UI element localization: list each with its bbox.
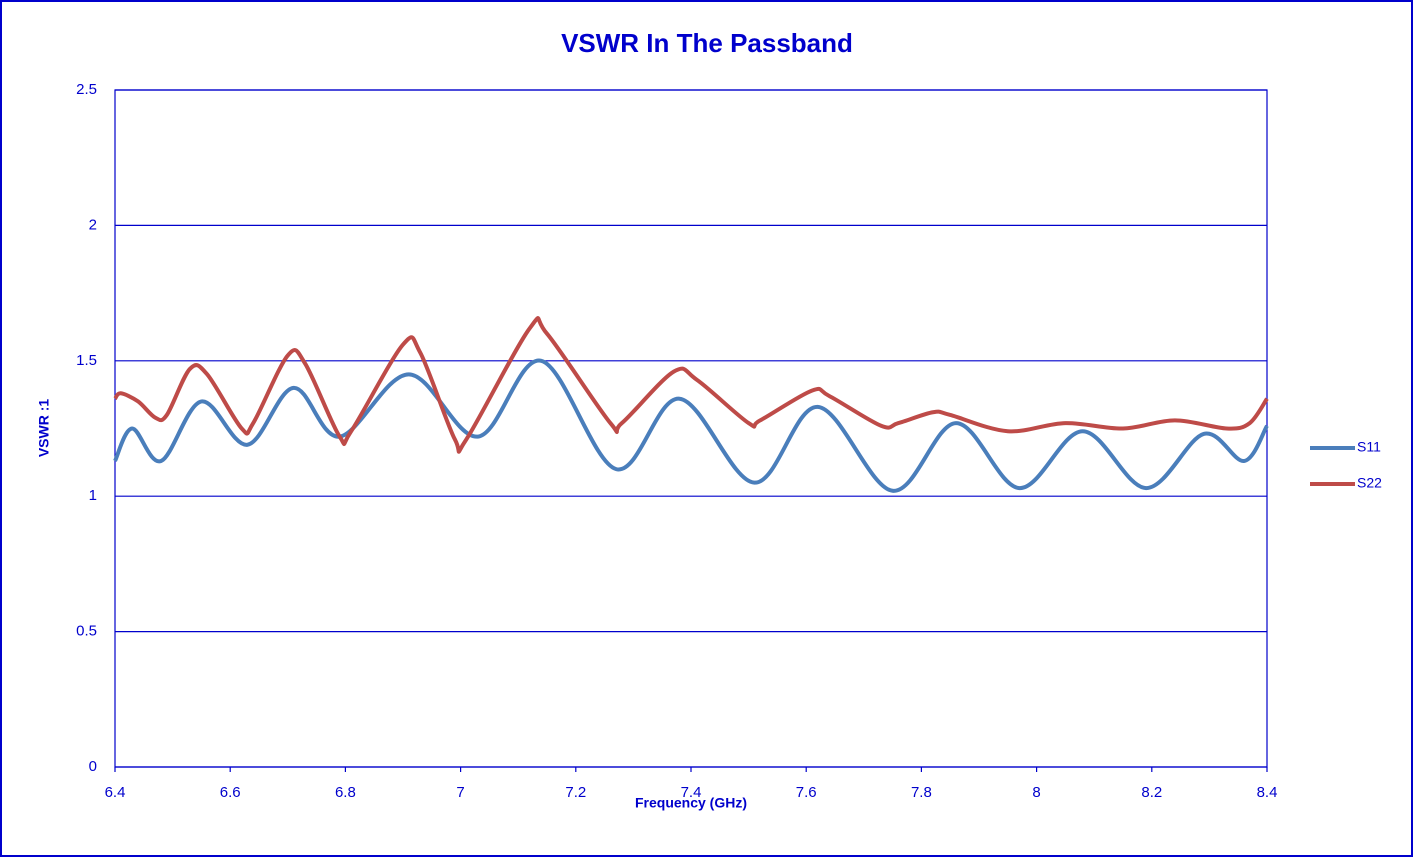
x-tick-label: 6.6 [220, 784, 241, 801]
y-tick-label: 0.5 [76, 623, 97, 640]
x-axis-label: Frequency (GHz) [635, 795, 747, 811]
x-tick-label: 7.6 [796, 784, 817, 801]
x-tick-label: 8.2 [1141, 784, 1162, 801]
x-tick-label: 7.4 [681, 784, 702, 801]
y-tick-label: 2 [89, 216, 97, 233]
x-tick-label: 7 [456, 784, 464, 801]
y-axis-label: VSWR :1 [36, 399, 52, 458]
x-tick-label: 7.8 [911, 784, 932, 801]
legend-label: S11 [1357, 439, 1381, 455]
y-tick-label: 1.5 [76, 352, 97, 369]
data-line [113, 358, 1269, 493]
x-tick-label: 7.2 [565, 784, 586, 801]
x-tick-label: 6.8 [335, 784, 356, 801]
y-tick-label: 2.5 [76, 81, 97, 98]
x-tick-label: 8 [1032, 784, 1040, 801]
data-line [113, 316, 1269, 454]
y-tick-label: 1 [89, 487, 97, 504]
x-tick-label: 6.4 [105, 784, 126, 801]
chart-title: VSWR In The Passband [561, 28, 853, 58]
legend-label: S22 [1357, 475, 1382, 491]
y-tick-label: 0 [89, 758, 97, 775]
x-tick-label: 8.4 [1257, 784, 1278, 801]
